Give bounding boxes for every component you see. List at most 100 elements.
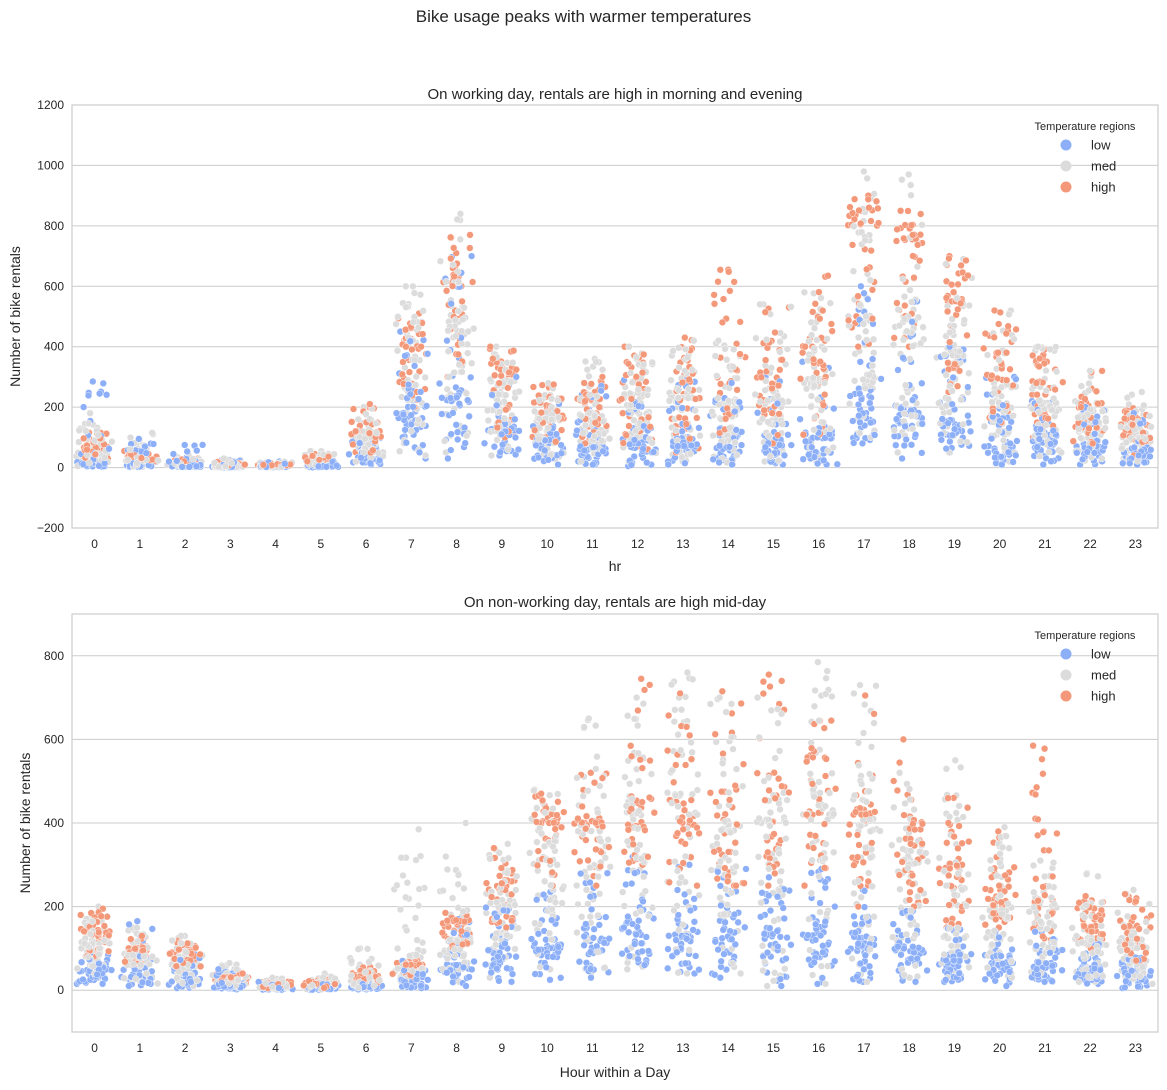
point-low-hr22 [1091,418,1100,426]
point-med-hr23 [1141,435,1149,443]
point-high-hr20 [980,344,988,353]
point-high-hr9 [512,366,520,374]
point-low-hr10 [544,456,552,464]
point-high-hr17 [844,316,853,324]
x-tick-label: 3 [227,537,234,551]
point-low-hr4 [275,984,283,992]
point-low-hr1 [125,920,133,929]
point-high-hr7 [402,326,410,334]
point-high-hr9 [495,379,503,387]
point-med-hr7 [403,879,411,887]
point-low-hr6 [366,459,375,467]
point-high-hr20 [988,372,996,380]
point-low-hr19 [948,400,956,408]
point-high-hr8 [447,233,455,241]
point-med-hr17 [863,174,871,183]
point-low-hr17 [860,289,868,297]
point-high-hr6 [349,405,358,413]
point-med-hr7 [410,289,419,297]
point-low-hr7 [419,336,428,344]
point-high-hr16 [801,343,809,351]
point-low-hr17 [858,439,867,448]
point-med-hr18 [889,341,898,349]
point-med-hr18 [906,286,914,294]
point-low-hr18 [902,435,910,444]
point-high-hr19 [962,256,970,265]
point-med-hr0 [88,917,97,926]
point-med-hr0 [86,409,94,417]
point-med-hr15 [783,345,792,353]
point-high-hr12 [617,395,626,403]
x-tick-label: 1 [137,537,144,551]
point-high-hr8 [452,916,460,924]
point-low-hr7 [417,982,425,990]
point-med-hr15 [751,390,759,399]
point-med-hr7 [412,373,420,381]
point-med-hr16 [826,425,834,433]
point-low-hr7 [392,409,401,417]
point-high-hr18 [907,221,916,229]
point-med-hr11 [577,457,585,466]
point-med-hr8 [458,368,466,376]
point-high-hr15 [771,328,779,337]
point-low-hr17 [855,412,863,420]
y-tick-label: 0 [57,983,64,997]
point-low-hr1 [125,982,133,990]
point-high-hr1 [127,935,135,943]
point-med-hr7 [402,303,410,311]
point-med-hr9 [504,840,512,848]
point-low-hr20 [999,401,1007,409]
point-med-hr8 [443,954,452,963]
point-high-hr17 [868,286,877,294]
point-med-hr21 [1048,406,1056,414]
point-low-hr17 [866,399,874,407]
point-med-hr14 [723,356,731,364]
point-med-hr22 [1101,424,1109,432]
x-tick-label: 16 [812,537,826,551]
point-med-hr22 [1086,367,1094,375]
point-med-hr19 [957,396,965,404]
point-low-hr17 [877,375,885,383]
point-low-hr23 [1146,452,1154,461]
point-med-hr23 [1127,434,1135,442]
point-med-hr17 [860,167,868,176]
point-high-hr15 [761,356,770,364]
point-low-hr9 [514,445,523,454]
point-med-hr16 [810,344,818,353]
point-high-hr12 [619,439,627,447]
point-low-hr12 [625,440,634,449]
point-high-hr20 [1003,376,1011,384]
point-low-hr16 [820,456,828,464]
point-high-hr17 [874,219,883,227]
point-high-hr16 [821,391,829,399]
point-med-hr19 [942,402,950,410]
point-high-hr15 [776,366,784,374]
point-high-hr0 [104,947,113,955]
point-med-hr13 [675,386,683,394]
point-low-hr2 [193,447,201,455]
point-med-hr18 [909,342,917,350]
point-high-hr20 [1012,325,1020,334]
point-med-hr21 [1052,368,1061,376]
point-med-hr14 [733,374,741,382]
point-med-hr17 [870,349,878,357]
point-med-hr19 [963,438,971,446]
point-med-hr7 [414,324,423,332]
point-med-hr13 [684,394,692,402]
point-low-hr7 [424,976,432,984]
point-med-hr11 [581,357,590,366]
point-med-hr12 [634,386,642,394]
point-med-hr0 [94,431,102,439]
point-high-hr21 [1036,354,1044,363]
point-high-hr12 [640,350,648,359]
point-med-hr1 [154,456,162,465]
point-med-hr18 [895,322,904,330]
point-med-hr15 [752,334,760,342]
point-med-hr13 [667,376,675,384]
point-med-hr3 [232,965,241,973]
point-med-hr15 [762,336,771,344]
point-low-hr20 [1012,451,1020,460]
point-low-hr22 [1101,438,1109,446]
point-med-hr10 [554,413,563,422]
point-med-hr0 [95,950,103,959]
